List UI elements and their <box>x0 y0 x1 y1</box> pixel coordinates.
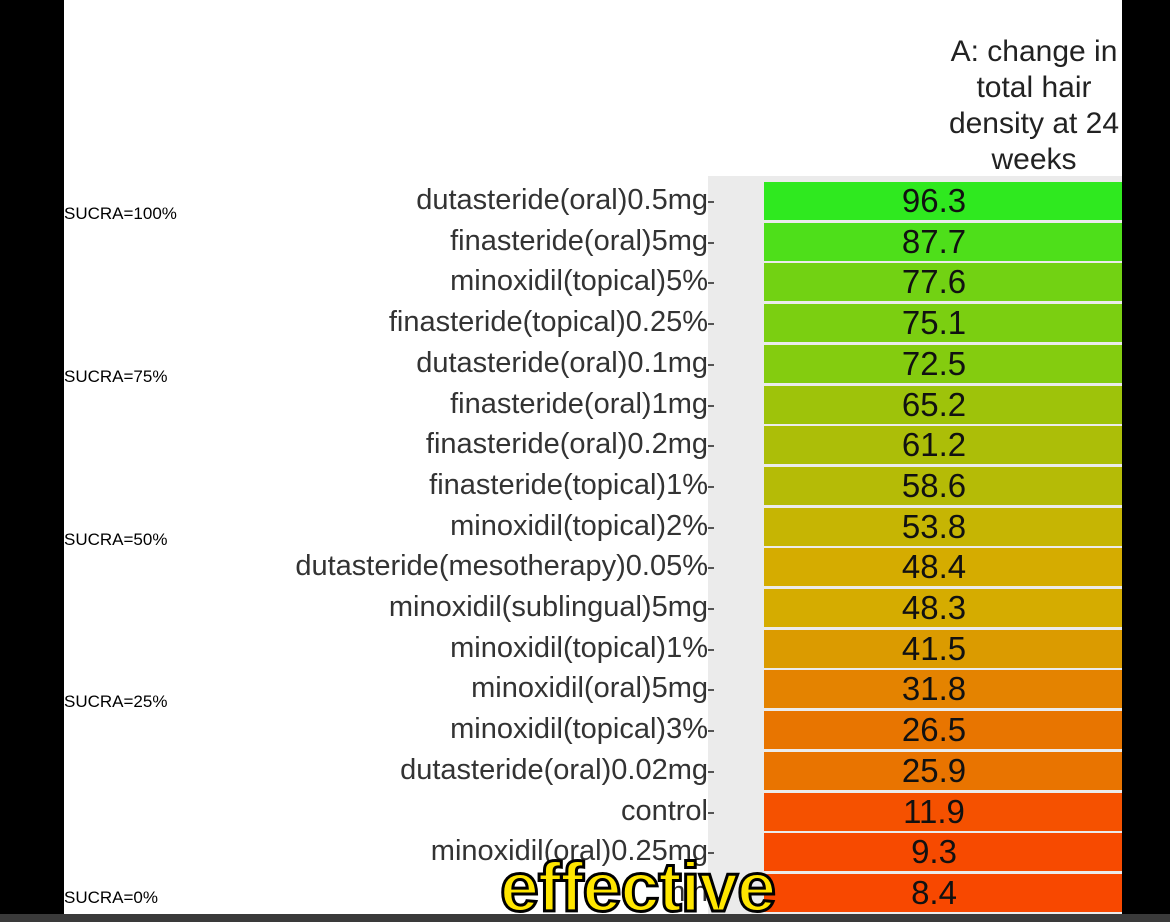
heatmap-cell <box>764 792 1122 831</box>
cell-value: 87.7 <box>901 222 967 260</box>
axis-tick <box>708 730 714 733</box>
column-header: A: change in total hair density at 24 we… <box>948 35 1120 176</box>
axis-tick <box>708 852 714 855</box>
sucra-label: SUCRA=75% <box>64 366 168 386</box>
row-label: min <box>661 875 708 908</box>
row-label: minoxidil(topical)2% <box>450 509 708 542</box>
cell-value: 65.2 <box>901 385 967 423</box>
row-label: dutasteride(mesotherapy)0.05% <box>295 550 708 583</box>
row-label: minoxidil(oral)0.25mg <box>430 835 708 868</box>
axis-tick <box>708 445 714 448</box>
cell-value: 53.8 <box>901 507 967 545</box>
heatmap-cell <box>764 182 1122 220</box>
heatmap-cell <box>764 344 1122 383</box>
cell-value: 11.9 <box>903 792 965 830</box>
subtitle-caption: effective <box>498 847 777 915</box>
cell-value: 58.6 <box>901 466 967 504</box>
heatmap-cell <box>764 589 1122 627</box>
axis-tick <box>708 323 714 326</box>
heatmap-cell <box>764 304 1122 343</box>
heatmap-cell <box>764 629 1122 668</box>
axis-tick <box>708 241 714 244</box>
cell-value: 61.2 <box>901 426 967 464</box>
heatmap-cell <box>764 548 1122 587</box>
axis-tick <box>708 201 714 203</box>
row-label: dutasteride(oral)0.1mg <box>416 346 708 379</box>
row-label: finasteride(topical)0.25% <box>388 306 708 339</box>
axis-tick <box>708 608 714 610</box>
axis-tick <box>708 526 714 529</box>
row-label: minoxidil(topical)5% <box>450 265 708 298</box>
row-label: dutasteride(oral)0.5mg <box>416 184 708 216</box>
chart-panel: A: change in total hair density at 24 we… <box>64 0 1122 914</box>
axis-tick <box>708 689 714 692</box>
bottom-strip <box>0 914 1170 922</box>
cell-value: 41.5 <box>901 629 967 667</box>
sucra-label: SUCRA=0% <box>64 887 159 907</box>
cell-value: 72.5 <box>901 344 967 382</box>
heatmap-cell <box>764 263 1122 302</box>
sucra-label: SUCRA=100% <box>64 204 177 223</box>
heatmap-cell <box>764 670 1122 709</box>
cell-value: 48.3 <box>901 589 967 626</box>
sucra-label: SUCRA=25% <box>64 692 168 712</box>
cell-value: 48.4 <box>901 548 967 586</box>
sucra-label: SUCRA=50% <box>64 529 168 549</box>
row-label: minoxidil(topical)3% <box>450 713 708 746</box>
cell-value: 9.3 <box>911 833 957 871</box>
row-label: finasteride(oral)1mg <box>450 387 708 420</box>
heatmap-cell <box>764 426 1122 465</box>
row-label: minoxidil(sublingual)5mg <box>388 591 708 623</box>
cell-value: 25.9 <box>901 751 967 789</box>
axis-tick <box>708 363 714 366</box>
row-label: finasteride(oral)5mg <box>450 224 708 257</box>
axis-tick <box>708 485 714 488</box>
heatmap-cell <box>764 222 1122 261</box>
heatmap-cell <box>764 751 1122 790</box>
row-label: control <box>620 794 708 827</box>
cell-value: 75.1 <box>901 304 967 342</box>
heatmap-cell <box>764 711 1122 750</box>
cell-value: 31.8 <box>901 670 967 708</box>
row-label: finasteride(oral)0.2mg <box>425 428 708 461</box>
row-label: dutasteride(oral)0.02mg <box>400 753 708 786</box>
cell-value: 26.5 <box>901 711 967 749</box>
axis-tick <box>708 770 714 773</box>
heatmap-cell <box>764 507 1122 546</box>
heatmap-cell <box>764 385 1122 424</box>
axis-tick <box>708 567 714 570</box>
heatmap-cell <box>764 833 1122 872</box>
cell-value: 8.4 <box>911 873 957 911</box>
cell-value: 77.6 <box>901 263 967 301</box>
axis-tick <box>708 404 714 407</box>
row-label: minoxidil(topical)1% <box>450 631 708 664</box>
axis-tick <box>708 648 714 651</box>
row-label: minoxidil(oral)5mg <box>471 672 708 705</box>
cell-value: 96.3 <box>901 182 967 219</box>
axis-tick <box>708 282 714 285</box>
row-label: finasteride(topical)1% <box>429 468 708 501</box>
axis-tick <box>708 892 714 895</box>
heatmap-cell <box>764 466 1122 505</box>
axis-tick <box>708 811 714 814</box>
heatmap-cell <box>764 873 1122 912</box>
